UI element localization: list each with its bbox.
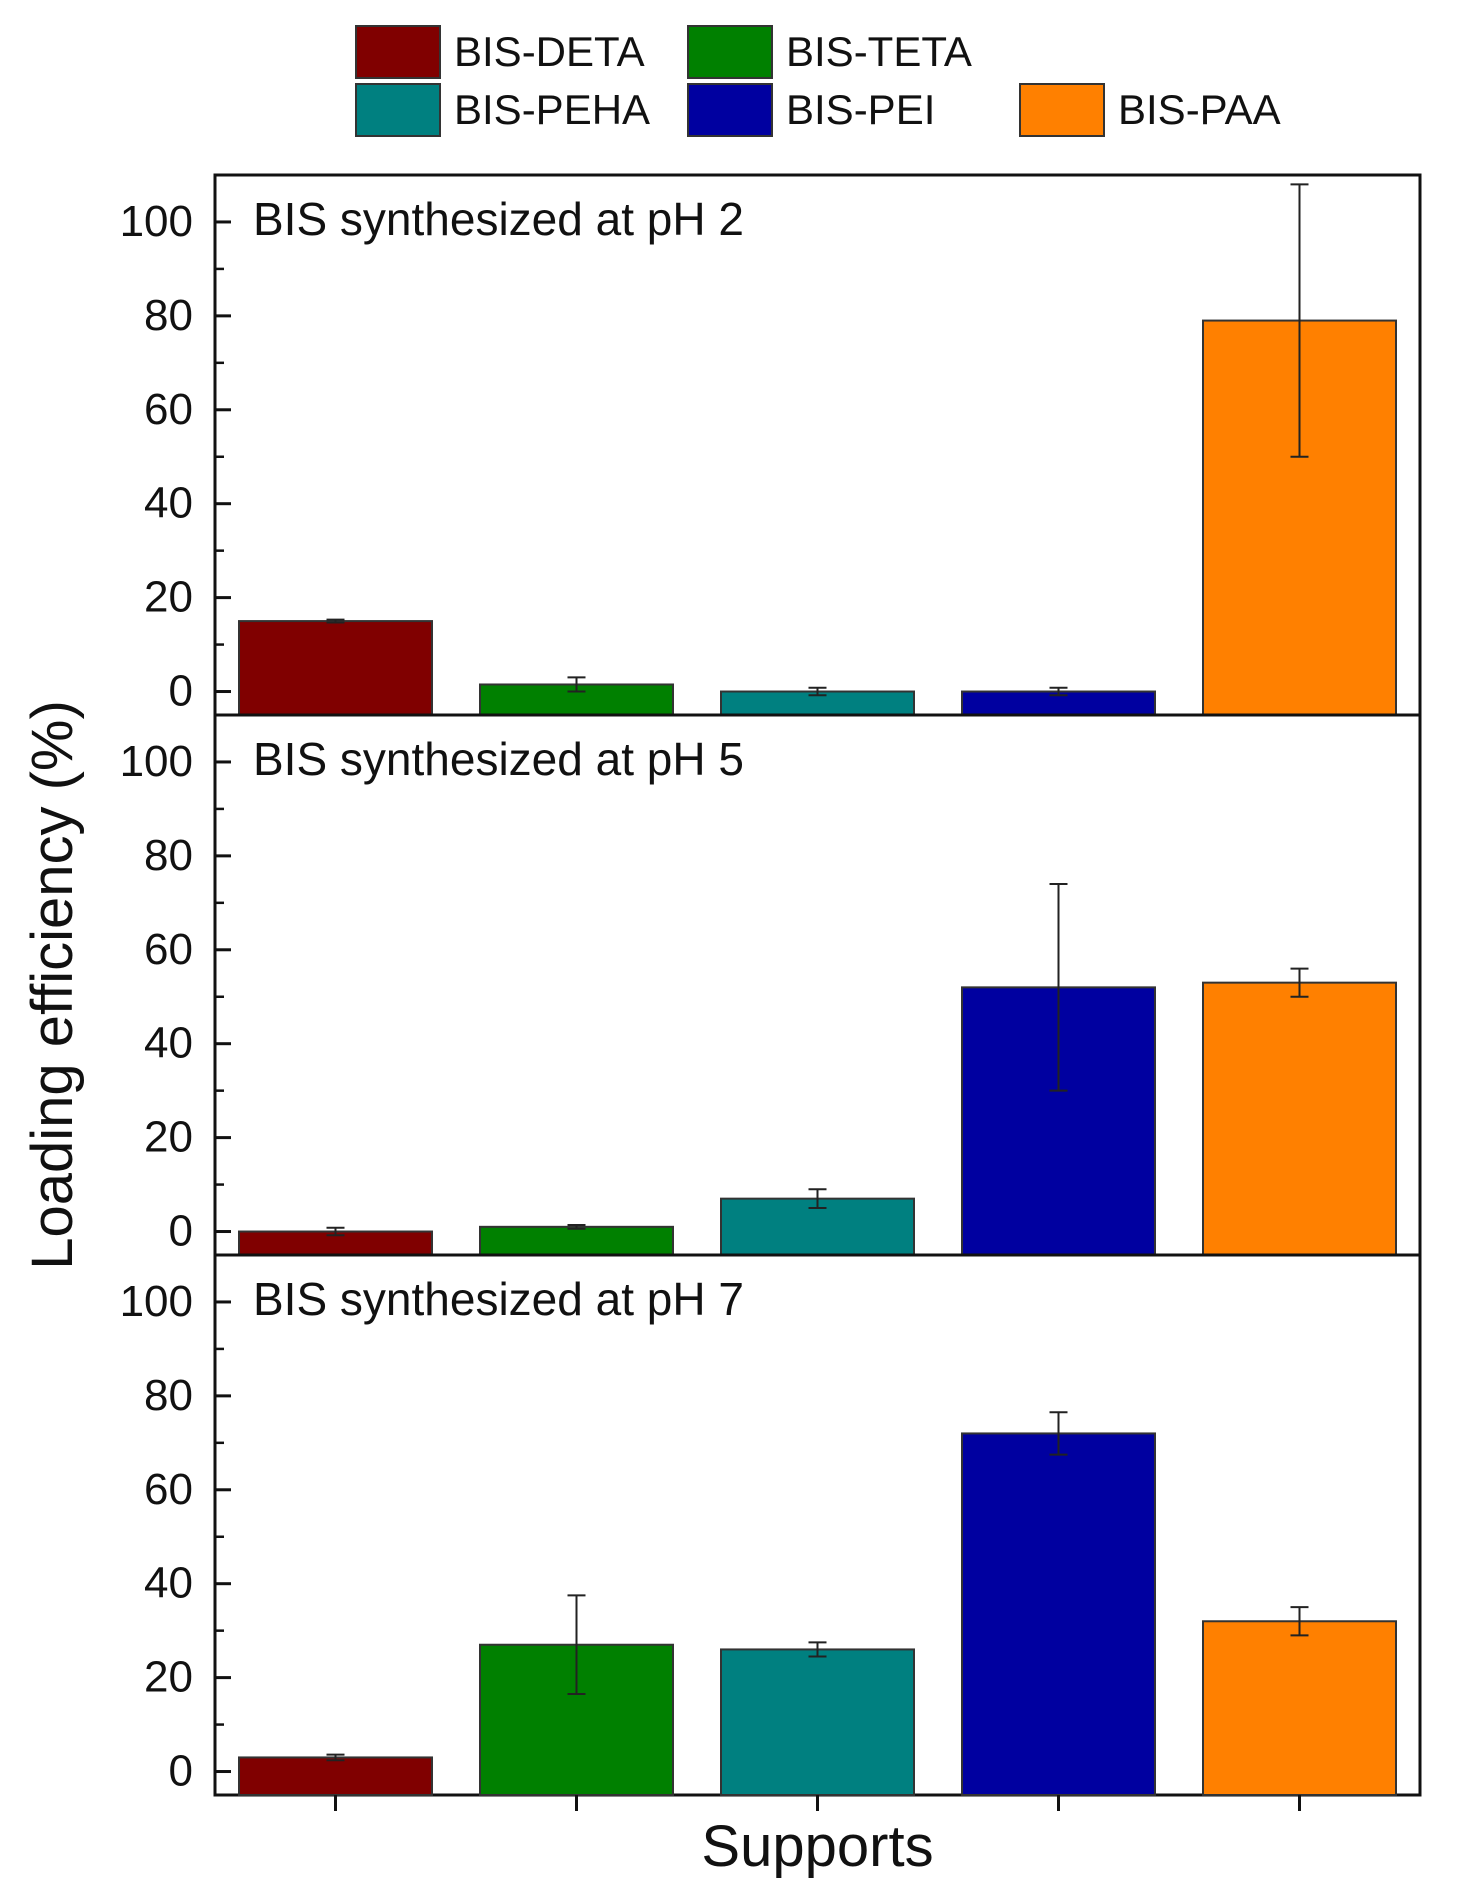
- y-tick-label: 80: [144, 831, 193, 880]
- y-tick-label: 0: [169, 667, 193, 716]
- legend-swatch: [687, 25, 773, 79]
- y-tick-label: 40: [144, 1019, 193, 1068]
- y-tick-label: 20: [144, 1113, 193, 1162]
- legend-label: BIS-TETA: [786, 28, 972, 75]
- y-tick-label: 40: [144, 479, 193, 528]
- panel-title: BIS synthesized at pH 7: [253, 1273, 744, 1325]
- legend-label: BIS-PEHA: [454, 86, 650, 133]
- y-tick-label: 0: [169, 1747, 193, 1796]
- y-tick-label: 100: [120, 1277, 193, 1326]
- y-tick-label: 80: [144, 291, 193, 340]
- bar: [961, 1432, 1156, 1797]
- legend-swatch: [687, 83, 773, 137]
- y-tick-label: 60: [144, 1465, 193, 1514]
- y-axis-label: Loading efficiency (%): [20, 700, 85, 1270]
- y-tick-label: 80: [144, 1371, 193, 1420]
- panel-title: BIS synthesized at pH 5: [253, 733, 744, 785]
- y-tick-label: 60: [144, 925, 193, 974]
- y-tick-label: 20: [144, 1653, 193, 1702]
- y-tick-label: 40: [144, 1559, 193, 1608]
- bar: [479, 1225, 674, 1256]
- bar: [238, 1756, 433, 1797]
- bar: [1202, 981, 1397, 1256]
- y-tick-label: 100: [120, 197, 193, 246]
- bar: [238, 620, 433, 717]
- legend-swatch: [1019, 83, 1105, 137]
- legend-swatch: [355, 25, 441, 79]
- y-tick-label: 100: [120, 737, 193, 786]
- y-tick-label: 20: [144, 573, 193, 622]
- y-tick-label: 0: [169, 1207, 193, 1256]
- x-axis-label: Supports: [701, 1814, 933, 1879]
- legend-label: BIS-PEI: [786, 86, 935, 133]
- bar: [720, 1648, 915, 1797]
- legend-swatch: [355, 83, 441, 137]
- y-tick-label: 60: [144, 385, 193, 434]
- legend-label: BIS-DETA: [454, 28, 645, 75]
- panel-title: BIS synthesized at pH 2: [253, 193, 744, 245]
- bar: [1202, 1620, 1397, 1796]
- legend-label: BIS-PAA: [1118, 86, 1281, 133]
